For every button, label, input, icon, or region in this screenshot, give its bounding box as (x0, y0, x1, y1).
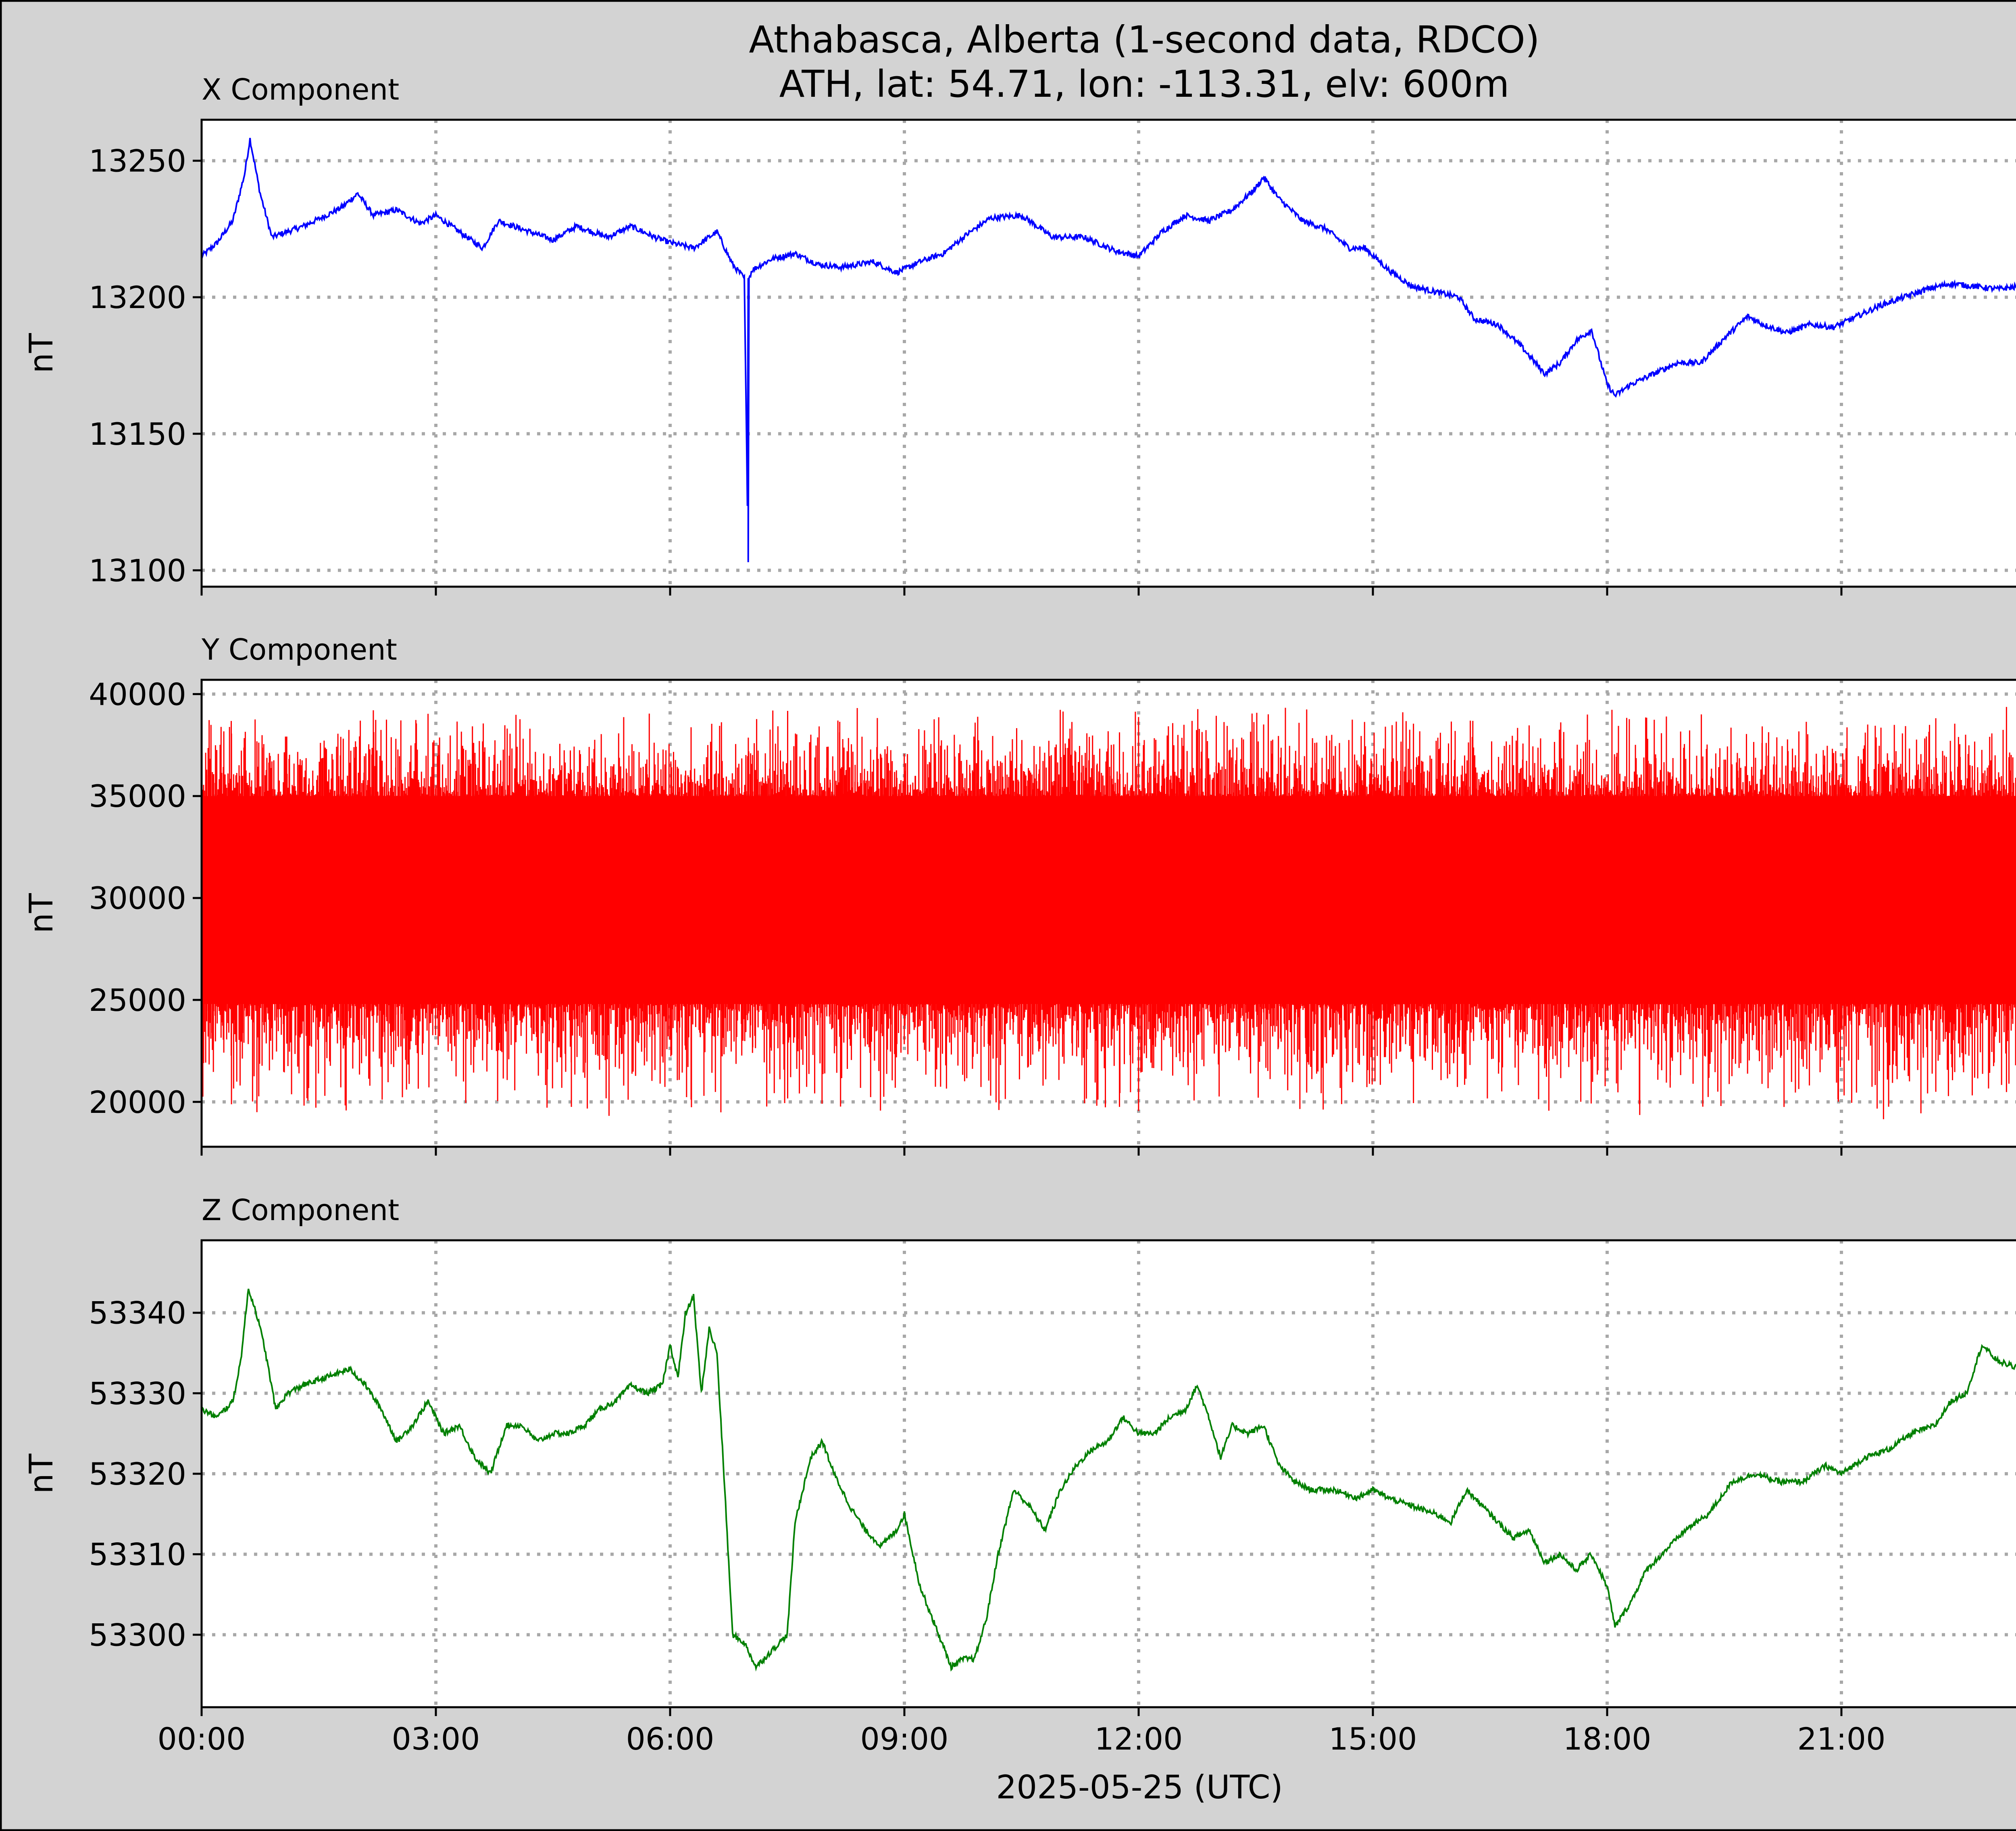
panel-2: 53300 53310 53320 53330 53340 00:00 03:00 06:00… (23, 1193, 2016, 1757)
series-line-x-component (202, 137, 2016, 562)
y-tick-label: 13150 (89, 416, 186, 452)
y-tick-label: 53300 (89, 1617, 186, 1653)
y-tick-label: 53320 (89, 1456, 186, 1492)
panels-container: 13100 13150 13200 13250 X Component nT 20000 25… (23, 73, 2016, 1757)
x-axis-label: 2025-05-25 (UTC) (996, 1769, 1283, 1806)
chart-title: Athabasca, Alberta (1-second data, RDCO) (749, 18, 1539, 61)
y-tick-label: 30000 (89, 880, 186, 916)
panel-label: Z Component (202, 1193, 399, 1227)
panel-1: 20000 25000 30000 35000 40000 Y Component nT (23, 633, 2016, 1156)
y-tick-label: 20000 (89, 1084, 186, 1120)
chart-subtitle: ATH, lat: 54.71, lon: -113.31, elv: 600m (779, 62, 1510, 106)
x-tick-label: 21:00 (1797, 1721, 1885, 1757)
panel-label: Y Component (201, 633, 397, 667)
panel-label: X Component (202, 73, 399, 106)
y-axis-label: nT (23, 1453, 60, 1494)
y-axis-label: nT (23, 893, 60, 933)
series-line-z-component (202, 1288, 2016, 1672)
x-tick-label: 00:00 (157, 1721, 246, 1757)
y-axis-label: nT (23, 333, 60, 373)
y-tick-label: 40000 (89, 676, 186, 712)
y-tick-label: 53340 (89, 1295, 186, 1331)
plot-area (200, 119, 2016, 588)
x-tick-label: 18:00 (1563, 1721, 1651, 1757)
y-tick-label: 13250 (89, 143, 186, 179)
y-tick-label: 53330 (89, 1375, 186, 1411)
x-tick-label: 03:00 (392, 1721, 480, 1757)
y-tick-label: 35000 (89, 778, 186, 814)
x-tick-label: 06:00 (626, 1721, 714, 1757)
panel-0: 13100 13150 13200 13250 X Component nT (23, 73, 2016, 596)
y-tick-label: 53310 (89, 1537, 186, 1573)
x-tick-label: 09:00 (860, 1721, 948, 1757)
x-tick-label: 12:00 (1094, 1721, 1183, 1757)
y-tick-label: 25000 (89, 982, 186, 1018)
y-tick-label: 13100 (89, 552, 186, 588)
x-tick-label: 15:00 (1329, 1721, 1417, 1757)
y-tick-label: 13200 (89, 279, 186, 315)
